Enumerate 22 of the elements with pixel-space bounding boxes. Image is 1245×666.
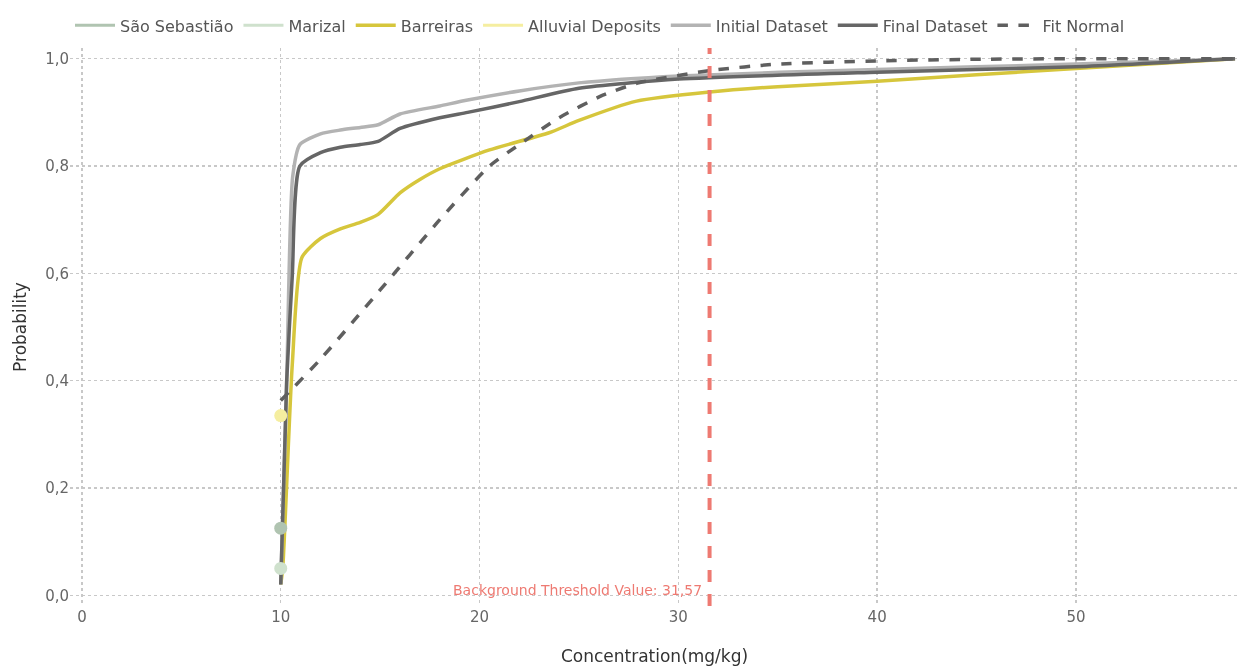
legend-label: São Sebastião: [120, 16, 234, 36]
y-tick-label: 0,8: [45, 157, 69, 176]
ref-line-label: Background Threshold Value: 31,57: [453, 582, 703, 598]
x-axis-title: Concentration(mg/kg): [560, 646, 749, 666]
x-tick-label: 0: [77, 608, 87, 626]
x-tick-label: 20: [470, 608, 490, 626]
legend-label: Fit Normal: [1042, 16, 1125, 36]
y-tick-label: 0,0: [45, 586, 69, 605]
x-tick-label: 30: [668, 608, 688, 626]
y-tick-label: 0,4: [45, 371, 69, 390]
legend-label: Alluvial Deposits: [528, 16, 661, 36]
legend-label: Final Dataset: [882, 16, 988, 36]
y-tick-label: 1,0: [45, 49, 69, 68]
y-tick-label: 0,6: [45, 264, 69, 283]
y-tick-label: 0,2: [45, 479, 69, 498]
legend-label: Marizal: [288, 16, 346, 36]
x-tick-label: 40: [867, 608, 887, 626]
legend-label: Barreiras: [400, 16, 474, 36]
y-axis-title: Probability: [10, 282, 30, 372]
x-tick-label: 10: [271, 608, 291, 626]
x-tick-label: 50: [1066, 608, 1086, 626]
legend-label: Initial Dataset: [715, 16, 828, 36]
